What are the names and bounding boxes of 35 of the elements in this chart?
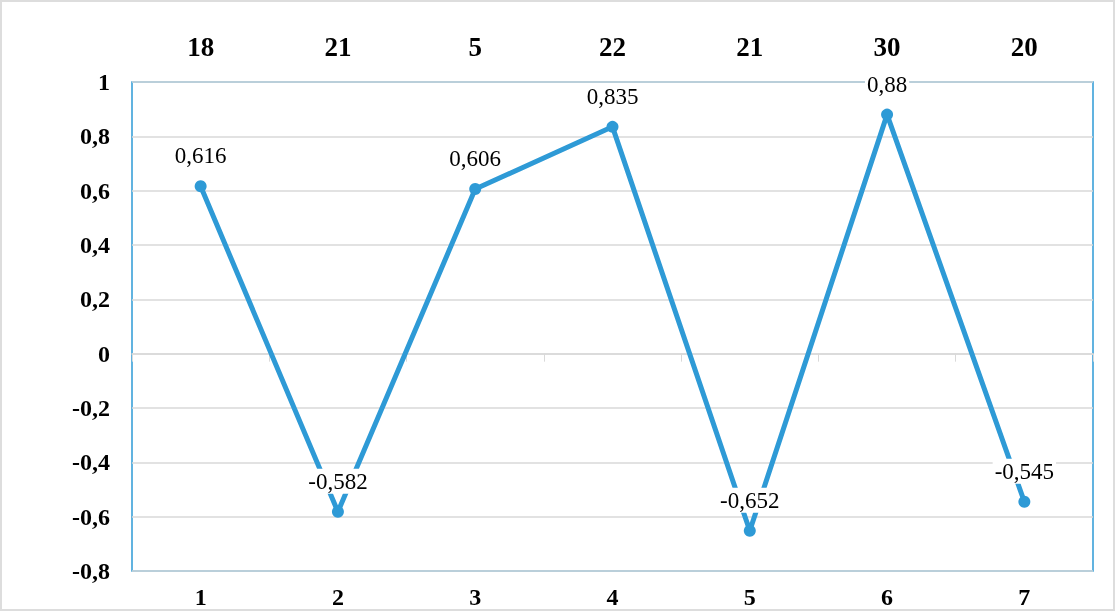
y-tick-label: -0,4 (72, 449, 110, 476)
y-tick-label: 0,6 (80, 177, 110, 204)
data-label: 0,606 (449, 146, 502, 172)
data-label: -0,652 (720, 487, 780, 513)
text: 18 (187, 32, 215, 62)
y-tick-label: 0,8 (80, 123, 110, 150)
x-tick-label: 2 (331, 584, 344, 610)
y-tick-label: -0,6 (72, 503, 110, 530)
y-tick-label: 0 (98, 340, 110, 367)
x-tick-label: 3 (469, 584, 482, 610)
y-tick-label: 0,4 (80, 232, 110, 258)
text: 5 (468, 32, 482, 62)
text: 30 (873, 32, 901, 62)
data-label: 0,616 (174, 143, 227, 169)
data-label: -0,545 (994, 458, 1055, 484)
x-tick-label: 4 (606, 584, 619, 610)
text: 22 (599, 32, 626, 62)
data-label: -0,582 (308, 468, 368, 494)
y-tick-label: -0,2 (72, 395, 110, 421)
x-tick-label: 7 (1018, 584, 1031, 610)
point (194, 180, 207, 193)
y-tick-label: 0,2 (80, 286, 110, 313)
y-tick-label: 1 (98, 69, 110, 95)
text: 21 (736, 32, 764, 62)
data-label: 0,88 (866, 71, 908, 97)
text: 20 (1010, 32, 1038, 62)
x-tick-label: 6 (881, 584, 894, 610)
text: 21 (324, 32, 352, 62)
data-label: 0,835 (586, 83, 639, 109)
point (469, 183, 482, 196)
point (1018, 495, 1031, 508)
y-tick-label: -0,8 (72, 558, 110, 584)
point (606, 120, 619, 133)
x-tick-label: 1 (194, 584, 207, 610)
x-tick-label: 5 (743, 584, 756, 610)
